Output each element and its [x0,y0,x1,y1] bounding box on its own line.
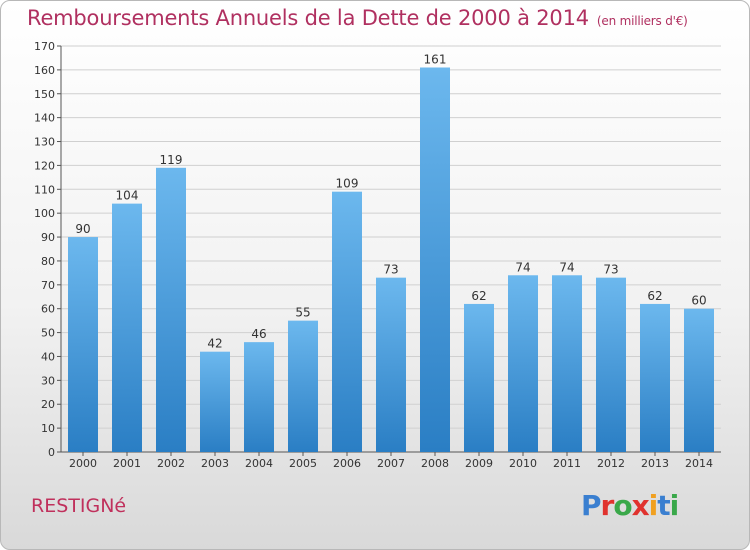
x-tick-label-2001: 2001 [113,457,141,470]
bar-2004 [244,342,274,452]
x-tick-label-2004: 2004 [245,457,273,470]
bar-2007 [376,277,406,452]
value-label-2014: 60 [691,294,706,308]
x-tick-label-2010: 2010 [509,457,537,470]
bar-2012 [596,277,626,452]
logo-letter: P [581,489,602,522]
x-tick-label-2006: 2006 [333,457,361,470]
y-tick-label: 80 [41,255,55,268]
y-tick-label: 50 [41,327,55,340]
y-tick-label: 90 [41,231,55,244]
value-label-2011: 74 [559,260,574,274]
value-label-2009: 62 [471,289,486,303]
bar-2002 [156,167,186,453]
bar-2003 [200,351,230,452]
y-tick-label: 30 [41,374,55,387]
value-label-2008: 161 [424,52,447,66]
y-tick-label: 110 [34,183,55,196]
logo-letter: o [613,489,632,522]
x-tick-label-2014: 2014 [685,457,713,470]
x-tick-label-2002: 2002 [157,457,185,470]
chart-title-text: Remboursements Annuels de la Dette de 20… [27,6,589,30]
bar-2000 [68,237,98,452]
bar-2009 [464,303,494,452]
value-label-2001: 104 [116,189,139,203]
bar-2014 [684,308,714,452]
x-tick-label-2005: 2005 [289,457,317,470]
y-tick-label: 100 [34,207,55,220]
x-tick-label-2013: 2013 [641,457,669,470]
y-tick-label: 150 [34,88,55,101]
labels: 0 10 20 30 40 50 60 70 80 90 100 110 120 130 140 150 160… [34,40,713,470]
commune-name: RESTIGNé [31,495,127,517]
bar-2011 [552,275,582,452]
chart-title: Remboursements Annuels de la Dette de 20… [27,6,688,30]
logo-letter: i [648,489,659,522]
y-tick-label: 40 [41,350,55,363]
y-tick-label: 170 [34,40,55,53]
x-tick-label-2011: 2011 [553,457,581,470]
bar-2008 [420,67,450,453]
x-tick-label-2009: 2009 [465,457,493,470]
y-tick-label: 140 [34,112,55,125]
bar-2010 [508,275,538,452]
value-label-2002: 119 [160,153,183,167]
x-tick-label-2000: 2000 [69,457,97,470]
bar-2001 [112,203,142,452]
logo-letter: x [631,489,650,522]
proxiti-logo: Proxiti [581,489,680,522]
value-label-2000: 90 [75,222,90,236]
x-tick-label-2008: 2008 [421,457,449,470]
value-label-2012: 73 [603,263,618,277]
logo-letter: t [657,489,670,522]
value-label-2005: 55 [295,306,310,320]
y-tick-label: 130 [34,136,55,149]
x-tick-label-2012: 2012 [597,457,625,470]
value-label-2010: 74 [515,260,530,274]
y-tick-label: 70 [41,279,55,292]
value-label-2013: 62 [647,289,662,303]
y-tick-label: 20 [41,398,55,411]
chart-subtitle: (en milliers d'€) [596,14,688,28]
y-tick-label: 10 [41,422,55,435]
value-label-2007: 73 [383,263,398,277]
value-label-2004: 46 [251,327,266,341]
bars [68,67,714,453]
x-tick-label-2003: 2003 [201,457,229,470]
logo-letter: i [669,489,680,522]
value-label-2006: 109 [336,177,359,191]
logo-letter: r [600,489,615,522]
y-tick-label: 120 [34,159,55,172]
y-tick-label: 160 [34,64,55,77]
bar-2005 [288,320,318,452]
y-tick-label: 0 [48,446,55,459]
value-label-2003: 42 [207,337,222,351]
bar-2013 [640,303,670,452]
bar-2006 [332,191,362,452]
x-tick-label-2007: 2007 [377,457,405,470]
y-tick-label: 60 [41,303,55,316]
